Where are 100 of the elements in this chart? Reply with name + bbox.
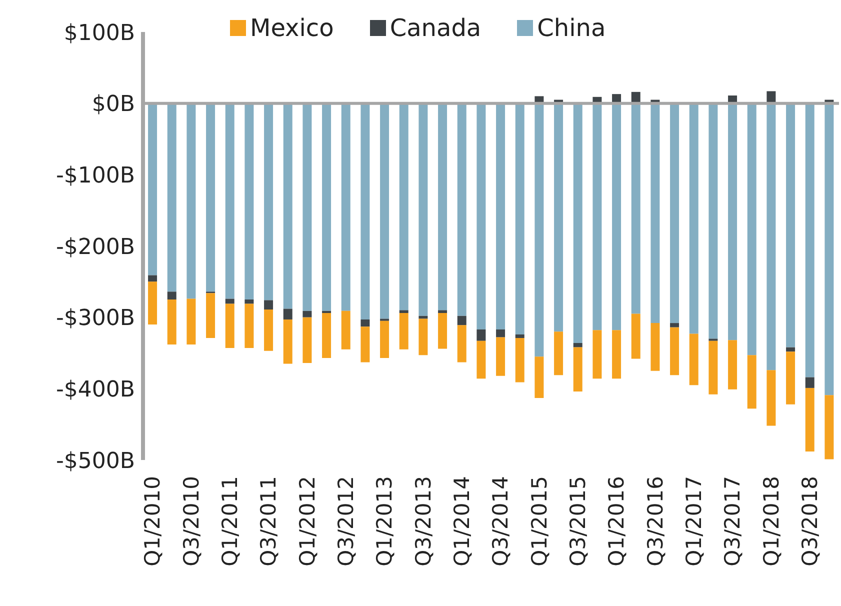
bar [360, 326, 370, 362]
bar [148, 275, 158, 282]
bar [573, 103, 582, 344]
bar [515, 338, 524, 382]
bar [708, 103, 718, 339]
x-tick-label: Q3/2011 [256, 476, 281, 566]
bar [476, 103, 486, 330]
x-tick-label: Q1/2011 [218, 476, 242, 566]
x-tick-label: Q3/2013 [411, 476, 436, 566]
bar [612, 103, 622, 330]
bar [496, 329, 506, 338]
bar [148, 282, 158, 324]
y-tick-label: -$100B [56, 163, 135, 188]
bar [418, 316, 428, 319]
bar [689, 334, 698, 386]
bar [341, 310, 350, 350]
bar [302, 103, 312, 311]
bar [186, 103, 196, 299]
x-tick-label: Q3/2010 [179, 476, 204, 566]
bar [206, 103, 216, 292]
y-tick-label: -$300B [56, 306, 135, 332]
bar [167, 103, 176, 292]
bar [650, 323, 660, 371]
bar [573, 343, 582, 348]
bar [496, 103, 506, 330]
y-tick-label: -$200B [56, 234, 135, 260]
bar [554, 332, 564, 376]
bar [167, 300, 176, 344]
bar [728, 340, 738, 390]
bar [573, 347, 582, 392]
bar [380, 320, 390, 358]
bar [747, 355, 756, 409]
bar [805, 377, 814, 388]
bar [457, 103, 466, 316]
bar [786, 352, 796, 404]
bar [302, 317, 312, 363]
bar [476, 340, 486, 379]
bar [592, 330, 602, 379]
bar [554, 103, 564, 332]
bar [206, 293, 216, 338]
legend-label: Mexico [250, 14, 334, 42]
x-tick-label: Q3/2017 [720, 476, 745, 566]
x-tick-label: Q1/2010 [140, 476, 165, 566]
x-tick-label: Q1/2014 [450, 476, 474, 566]
bar [360, 103, 370, 320]
bar [244, 103, 254, 300]
bar [766, 370, 776, 426]
bar [322, 103, 332, 311]
bar [283, 308, 292, 320]
bar [612, 330, 622, 379]
bar [805, 388, 814, 452]
bar [399, 313, 408, 350]
bar [186, 298, 196, 344]
bar [283, 319, 292, 364]
bar [418, 318, 428, 356]
bar [747, 103, 756, 356]
bar [418, 103, 428, 316]
bar [805, 103, 814, 378]
bar [728, 103, 738, 340]
y-tick-label: -$500B [56, 448, 135, 474]
bar [786, 103, 796, 348]
legend-label: Canada [390, 14, 482, 42]
bar [283, 103, 292, 309]
x-tick-label: Q3/2016 [643, 476, 668, 566]
x-tick-label: Q1/2017 [682, 476, 706, 566]
bar [244, 300, 254, 304]
bar [670, 323, 680, 328]
y-tick-label: $100B [64, 20, 135, 46]
bar [438, 103, 448, 310]
bar [631, 314, 640, 359]
bar [476, 329, 486, 341]
y-tick-label: -$400B [56, 377, 135, 402]
bar [322, 313, 332, 358]
bar [786, 347, 796, 352]
x-tick-label: Q1/2016 [604, 476, 629, 566]
bar [302, 310, 312, 318]
bar [438, 310, 448, 314]
x-tick-label: Q3/2018 [798, 476, 822, 566]
bar [399, 103, 408, 310]
bar [148, 103, 158, 276]
bar [380, 103, 390, 319]
y-tick-label: $0B [92, 92, 135, 118]
bar [670, 103, 680, 324]
bar [689, 103, 698, 334]
bar [167, 292, 176, 300]
x-tick-label: Q3/2014 [488, 476, 513, 566]
bar [225, 103, 234, 299]
bar [225, 304, 234, 348]
x-tick-label: Q1/2018 [759, 476, 784, 566]
legend-label: China [537, 14, 606, 42]
bar [360, 319, 370, 327]
bar [496, 337, 506, 376]
x-tick-label: Q3/2012 [334, 476, 358, 566]
bar [515, 103, 524, 334]
bar [264, 103, 274, 300]
bar [670, 327, 680, 376]
bar [264, 309, 274, 351]
bar [225, 298, 234, 304]
x-tick-label: Q3/2015 [566, 476, 590, 566]
bar [631, 103, 640, 314]
